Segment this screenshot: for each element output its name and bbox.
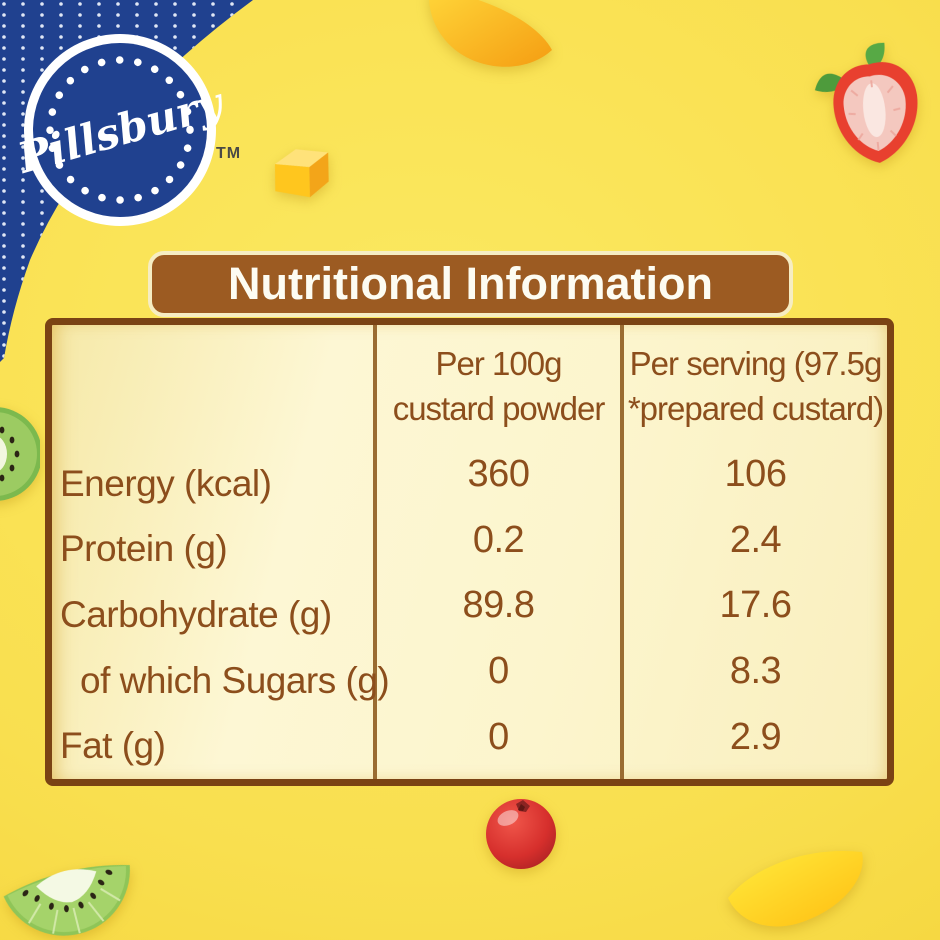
title-bar: Nutritional Information — [148, 251, 793, 317]
table-row: Protein (g) 0.2 2.4 — [52, 517, 887, 583]
header-per-100g: Per 100g custard powder — [392, 345, 606, 427]
row-value-per-serving: 2.9 — [729, 715, 782, 758]
row-value-per100g: 89.8 — [462, 584, 535, 627]
strawberry-half-icon — [814, 42, 918, 163]
row-label: Protein (g) — [60, 528, 228, 570]
header-per-serving: Per serving (97.5g *prepared custard) — [627, 345, 884, 427]
kiwi-wedge-bottom-icon — [3, 864, 130, 936]
row-value-per100g: 0.2 — [472, 518, 525, 561]
mango-slice-bottom-icon — [728, 850, 863, 927]
row-value-per100g: 0 — [488, 650, 509, 693]
row-label: Carbohydrate (g) — [60, 593, 332, 635]
row-value-per100g: 0 — [488, 715, 509, 758]
table-row: Fat (g) 0 2.9 — [52, 713, 887, 779]
pillsbury-logo: Pillsbury — [12, 34, 230, 226]
row-value-per100g: 360 — [467, 453, 530, 496]
mango-cube-icon — [274, 149, 329, 198]
row-value-per-serving: 2.4 — [729, 518, 782, 561]
table-header: Per 100g custard powder Per serving (97.… — [52, 325, 887, 451]
row-label: Fat (g) — [60, 725, 166, 767]
row-value-per-serving: 106 — [724, 453, 787, 496]
page-title: Nutritional Information — [228, 258, 713, 309]
column-divider — [373, 325, 377, 779]
row-label: Energy (kcal) — [60, 462, 272, 504]
mango-slice-top-icon — [429, 0, 552, 67]
header-nutrient-column — [52, 325, 373, 451]
row-label: of which Sugars (g) — [80, 659, 390, 701]
nutrition-table: Per 100g custard powder Per serving (97.… — [45, 318, 894, 786]
row-value-per-serving: 8.3 — [729, 650, 782, 693]
table-row: of which Sugars (g) 0 8.3 — [52, 648, 887, 714]
cranberry-icon — [486, 799, 556, 869]
trademark-text: TM — [216, 145, 242, 162]
kiwi-half-left-icon — [0, 407, 40, 501]
column-divider — [620, 325, 624, 779]
table-row: Carbohydrate (g) 89.8 17.6 — [52, 582, 887, 648]
row-value-per-serving: 17.6 — [719, 584, 792, 627]
table-row: Energy (kcal) 360 106 — [52, 451, 887, 517]
